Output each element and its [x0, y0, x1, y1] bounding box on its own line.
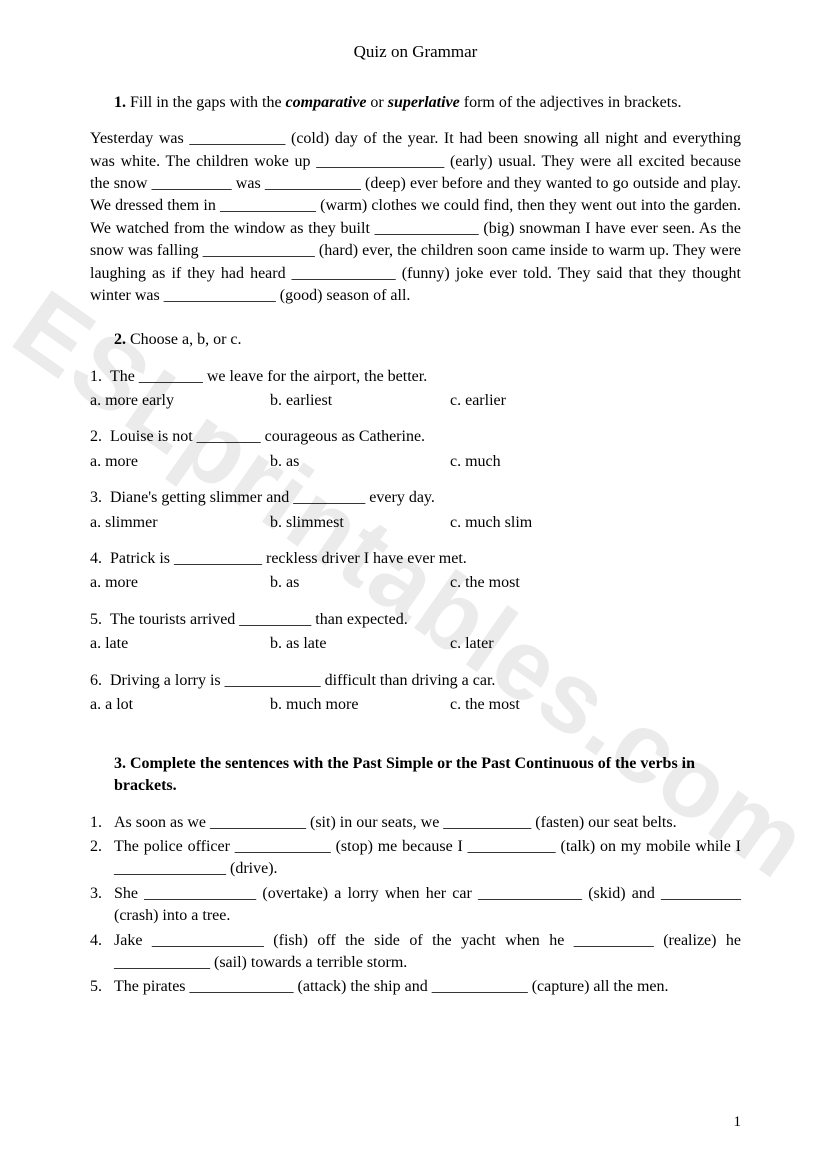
question-text: 1. The ________ we leave for the airport… — [90, 366, 741, 388]
question-block: 5. The tourists arrived _________ than e… — [90, 609, 741, 656]
option-b: b. much more — [270, 694, 450, 716]
list-item: 1. As soon as we ____________ (sit) in o… — [90, 812, 741, 834]
section2-heading: 2. Choose a, b, or c. — [90, 329, 741, 351]
section2-questions: 1. The ________ we leave for the airport… — [90, 366, 741, 717]
option-c: c. much slim — [450, 512, 532, 534]
option-c: c. much — [450, 451, 501, 473]
question-body: Louise is not ________ courageous as Cat… — [110, 428, 425, 445]
question-block: 6. Driving a lorry is ____________ diffi… — [90, 670, 741, 717]
page-title: Quiz on Grammar — [90, 40, 741, 64]
section1-heading-bi1: comparative — [286, 94, 367, 111]
question-block: 3. Diane's getting slimmer and _________… — [90, 487, 741, 534]
option-b: b. as — [270, 451, 450, 473]
option-a: a. a lot — [90, 694, 270, 716]
list-item: 5. The pirates _____________ (attack) th… — [90, 976, 741, 998]
page-content: Quiz on Grammar 1. Fill in the gaps with… — [0, 0, 821, 1041]
section1-paragraph: Yesterday was ____________ (cold) day of… — [90, 128, 741, 307]
question-body: Diane's getting slimmer and _________ ev… — [110, 489, 435, 506]
section2-number: 2. — [114, 331, 126, 348]
item-text: Jake ______________ (fish) off the side … — [114, 930, 741, 975]
question-text: 4. Patrick is ___________ reckless drive… — [90, 548, 741, 570]
option-b: b. slimmest — [270, 512, 450, 534]
question-text: 3. Diane's getting slimmer and _________… — [90, 487, 741, 509]
question-options: a. a lot b. much more c. the most — [90, 694, 741, 716]
question-number: 4. — [90, 550, 102, 567]
item-text: The pirates _____________ (attack) the s… — [114, 976, 741, 998]
question-text: 2. Louise is not ________ courageous as … — [90, 426, 741, 448]
section1-heading-pre: Fill in the gaps with the — [130, 94, 286, 111]
option-b: b. earliest — [270, 390, 450, 412]
option-a: a. late — [90, 633, 270, 655]
page-number: 1 — [734, 1114, 742, 1131]
section3-heading-text: Complete the sentences with the Past Sim… — [114, 755, 695, 794]
option-c: c. earlier — [450, 390, 506, 412]
question-text: 6. Driving a lorry is ____________ diffi… — [90, 670, 741, 692]
question-block: 4. Patrick is ___________ reckless drive… — [90, 548, 741, 595]
option-a: a. slimmer — [90, 512, 270, 534]
section3-number: 3. — [114, 755, 126, 772]
question-text: 5. The tourists arrived _________ than e… — [90, 609, 741, 631]
section1-heading-mid: or — [366, 94, 387, 111]
question-block: 1. The ________ we leave for the airport… — [90, 366, 741, 413]
option-a: a. more — [90, 572, 270, 594]
item-number: 3. — [90, 883, 114, 928]
question-body: Driving a lorry is ____________ difficul… — [110, 672, 495, 689]
section3-list: 1. As soon as we ____________ (sit) in o… — [90, 812, 741, 999]
option-b: b. as late — [270, 633, 450, 655]
question-options: a. more b. as c. much — [90, 451, 741, 473]
option-c: c. the most — [450, 694, 520, 716]
question-options: a. slimmer b. slimmest c. much slim — [90, 512, 741, 534]
list-item: 3. She ______________ (overtake) a lorry… — [90, 883, 741, 928]
option-c: c. the most — [450, 572, 520, 594]
option-a: a. more — [90, 451, 270, 473]
question-block: 2. Louise is not ________ courageous as … — [90, 426, 741, 473]
question-number: 1. — [90, 368, 102, 385]
question-number: 5. — [90, 611, 102, 628]
item-text: The police officer ____________ (stop) m… — [114, 836, 741, 881]
question-number: 6. — [90, 672, 102, 689]
option-a: a. more early — [90, 390, 270, 412]
question-body: The tourists arrived _________ than expe… — [110, 611, 408, 628]
item-text: As soon as we ____________ (sit) in our … — [114, 812, 741, 834]
section2-heading-text: Choose a, b, or c. — [130, 331, 242, 348]
item-number: 4. — [90, 930, 114, 975]
question-number: 3. — [90, 489, 102, 506]
section1-heading-bi2: superlative — [388, 94, 460, 111]
section3-heading: 3. Complete the sentences with the Past … — [90, 753, 741, 798]
question-body: The ________ we leave for the airport, t… — [110, 368, 427, 385]
item-text: She ______________ (overtake) a lorry wh… — [114, 883, 741, 928]
question-options: a. late b. as late c. later — [90, 633, 741, 655]
item-number: 1. — [90, 812, 114, 834]
list-item: 2. The police officer ____________ (stop… — [90, 836, 741, 881]
question-body: Patrick is ___________ reckless driver I… — [110, 550, 467, 567]
item-number: 5. — [90, 976, 114, 998]
question-options: a. more early b. earliest c. earlier — [90, 390, 741, 412]
section1-heading: 1. Fill in the gaps with the comparative… — [90, 92, 741, 114]
section1-number: 1. — [114, 94, 126, 111]
question-options: a. more b. as c. the most — [90, 572, 741, 594]
section1-heading-post: form of the adjectives in brackets. — [460, 94, 682, 111]
option-c: c. later — [450, 633, 494, 655]
item-number: 2. — [90, 836, 114, 881]
list-item: 4. Jake ______________ (fish) off the si… — [90, 930, 741, 975]
question-number: 2. — [90, 428, 102, 445]
option-b: b. as — [270, 572, 450, 594]
